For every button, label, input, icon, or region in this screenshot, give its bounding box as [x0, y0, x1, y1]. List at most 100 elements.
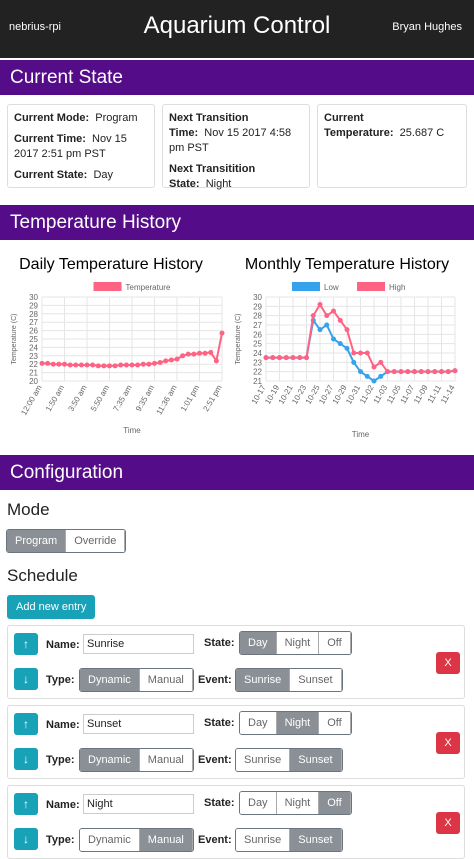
event-option[interactable]: Sunset: [290, 829, 342, 851]
field-label: Event:: [198, 674, 232, 686]
name-input[interactable]: Sunrise: [83, 634, 194, 654]
data-point: [213, 358, 219, 364]
data-point: [78, 362, 84, 368]
delete-button[interactable]: X: [436, 652, 460, 674]
type-group: Dynamic Manual: [79, 668, 194, 692]
data-point: [168, 357, 174, 363]
y-tick-label: 27: [29, 318, 38, 327]
type-option[interactable]: Manual: [139, 669, 193, 691]
data-point: [129, 362, 135, 368]
type-group: Dynamic Manual: [79, 748, 194, 772]
y-tick-label: 27: [253, 321, 262, 330]
state-option[interactable]: Night: [276, 792, 320, 814]
type-option[interactable]: Manual: [139, 829, 193, 851]
item-value: Program: [95, 112, 138, 124]
legend-label: High: [389, 283, 405, 292]
data-point: [324, 322, 330, 328]
state-option[interactable]: Day: [240, 792, 277, 814]
field-label: Type:: [46, 834, 75, 846]
data-point: [50, 361, 56, 367]
y-tick-label: 22: [29, 360, 38, 369]
data-point: [263, 355, 269, 361]
data-point: [62, 361, 67, 367]
delete-button[interactable]: X: [436, 732, 460, 754]
y-tick-label: 24: [29, 343, 38, 352]
x-tick-label: 3:50 am: [66, 383, 88, 413]
name-input[interactable]: Night: [83, 794, 194, 814]
data-point: [39, 360, 45, 366]
x-tick-label: 2:51 pm: [201, 383, 223, 413]
state-option[interactable]: Day: [240, 632, 277, 654]
field-label: Event:: [198, 834, 232, 846]
event-option[interactable]: Sunrise: [236, 669, 291, 691]
mode-button[interactable]: Override: [66, 530, 126, 552]
data-point: [118, 362, 124, 368]
schedule-entry: ↑ ↓ Name: Night State: Day Night Off Type: Dynami…: [7, 785, 465, 859]
data-point: [317, 327, 323, 333]
type-option[interactable]: Dynamic: [80, 829, 140, 851]
mode-title: Mode: [7, 500, 50, 519]
field-label: State:: [204, 637, 235, 649]
event-option[interactable]: Sunrise: [236, 749, 291, 771]
legend-label: Low: [324, 283, 339, 292]
field-label: Event:: [198, 754, 232, 766]
data-point: [324, 313, 330, 319]
state-option[interactable]: Day: [240, 712, 277, 734]
data-point: [445, 369, 451, 375]
type-option[interactable]: Dynamic: [80, 749, 140, 771]
data-point: [317, 301, 323, 307]
state-item: Current Temperature: 25.687 C: [324, 111, 460, 141]
y-tick-label: 21: [29, 369, 38, 378]
x-tick-label: 1:01 pm: [179, 383, 201, 413]
y-tick-label: 28: [253, 312, 262, 321]
move-down[interactable]: ↓: [14, 828, 38, 850]
move-up[interactable]: ↑: [14, 713, 38, 735]
move-up[interactable]: ↑: [14, 793, 38, 815]
type-option[interactable]: Dynamic: [80, 669, 140, 691]
data-point: [378, 373, 384, 379]
type-option[interactable]: Manual: [139, 749, 193, 771]
move-up[interactable]: ↑: [14, 633, 38, 655]
state-option[interactable]: Night: [276, 632, 320, 654]
item-label: Current Mode:: [14, 112, 90, 124]
state-option[interactable]: Off: [319, 792, 351, 814]
item-value: Nov 15 2017 4:58 pm PST: [169, 127, 292, 154]
chart-title: Monthly Temperature History: [245, 256, 449, 273]
delete-button[interactable]: X: [436, 812, 460, 834]
data-point: [191, 351, 197, 357]
data-point: [391, 369, 397, 375]
state-group: Day Night Off: [239, 791, 352, 815]
data-point: [185, 351, 191, 357]
header: nebrius-rpi Aquarium Control Bryan Hughe…: [0, 0, 474, 58]
data-point: [378, 359, 384, 365]
state-option[interactable]: Night: [276, 712, 320, 734]
x-tick-label: 9:35 am: [134, 383, 156, 413]
y-tick-label: 23: [253, 358, 262, 367]
mode-button[interactable]: Program: [7, 530, 67, 552]
event-option[interactable]: Sunset: [290, 749, 342, 771]
name-input[interactable]: Sunset: [83, 714, 194, 734]
event-option[interactable]: Sunset: [290, 669, 342, 691]
user-name[interactable]: Bryan Hughes: [392, 21, 462, 33]
data-point: [432, 369, 438, 375]
data-point: [219, 330, 225, 336]
move-down[interactable]: ↓: [14, 748, 38, 770]
data-point: [304, 355, 309, 361]
move-down[interactable]: ↓: [14, 668, 38, 690]
brand[interactable]: nebrius-rpi: [9, 21, 61, 33]
x-tick-label: 5:50 am: [89, 383, 111, 413]
data-point: [123, 362, 129, 368]
data-point: [351, 359, 357, 365]
section-title: Current State: [0, 60, 474, 95]
state-card: Current Temperature: 25.687 C: [317, 104, 467, 188]
data-point: [107, 363, 112, 369]
data-point: [297, 355, 303, 361]
add-entry-button[interactable]: Add new entry: [7, 595, 96, 619]
state-option[interactable]: Off: [319, 632, 351, 654]
event-option[interactable]: Sunrise: [236, 829, 291, 851]
state-item: Next Transitition State: Night: [169, 162, 303, 192]
app-title: Aquarium Control: [143, 12, 331, 39]
state-option[interactable]: Off: [319, 712, 351, 734]
data-point: [358, 350, 363, 356]
